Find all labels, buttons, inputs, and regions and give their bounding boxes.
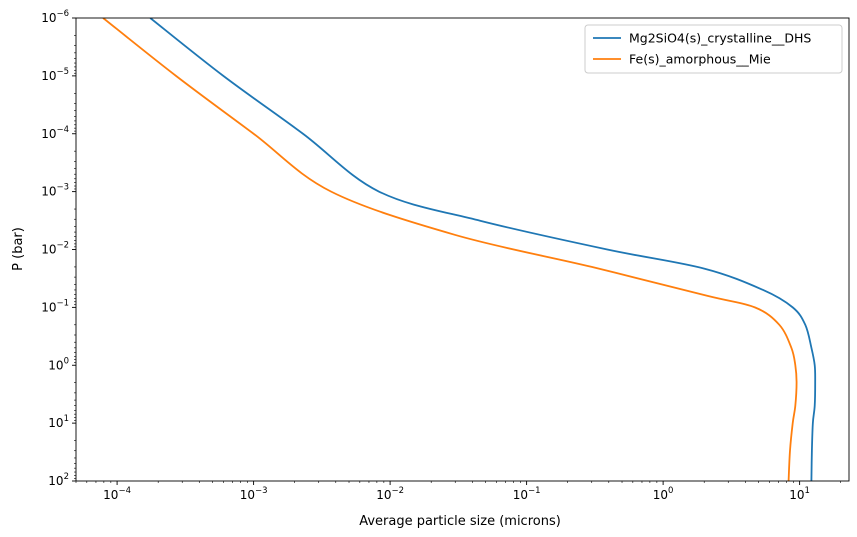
y-tick-label: 10−3 [41,183,69,199]
axes: 10−4 10−3 10−2 10−1 100 101 10−6 10−5 10−4 10−3 10… [41,9,850,502]
x-tick-label: 10−2 [376,486,404,502]
x-tick-label: 10−1 [513,486,541,502]
x-tick-label: 10−4 [103,486,131,502]
x-tick-label: 101 [789,486,810,502]
series-line-1 [102,18,798,481]
x-tick-label: 10−3 [240,486,268,502]
y-tick-label: 10−4 [41,125,69,141]
x-tick-label: 100 [653,486,674,502]
y-tick-label: 102 [48,472,69,488]
y-axis-label: P (bar) [11,227,26,271]
y-tick-label: 101 [48,414,69,430]
legend-box [584,24,843,74]
y-tick-label: 10−5 [41,67,69,83]
legend: Mg2SiO4(s)_crystalline__DHS Fe(s)_amorpho… [584,24,843,74]
x-axis-label: Average particle size (microns) [359,514,561,529]
y-tick-label: 10−1 [41,298,69,314]
legend-label-0: Mg2SiO4(s)_crystalline__DHS [629,31,811,46]
y-tick-label: 10−2 [41,241,69,257]
plot-area [102,18,817,481]
legend-label-1: Fe(s)_amorphous__Mie [629,52,771,67]
y-tick-label: 10−6 [41,9,69,25]
series-line-0 [149,18,817,481]
y-tick-label: 100 [48,356,69,372]
